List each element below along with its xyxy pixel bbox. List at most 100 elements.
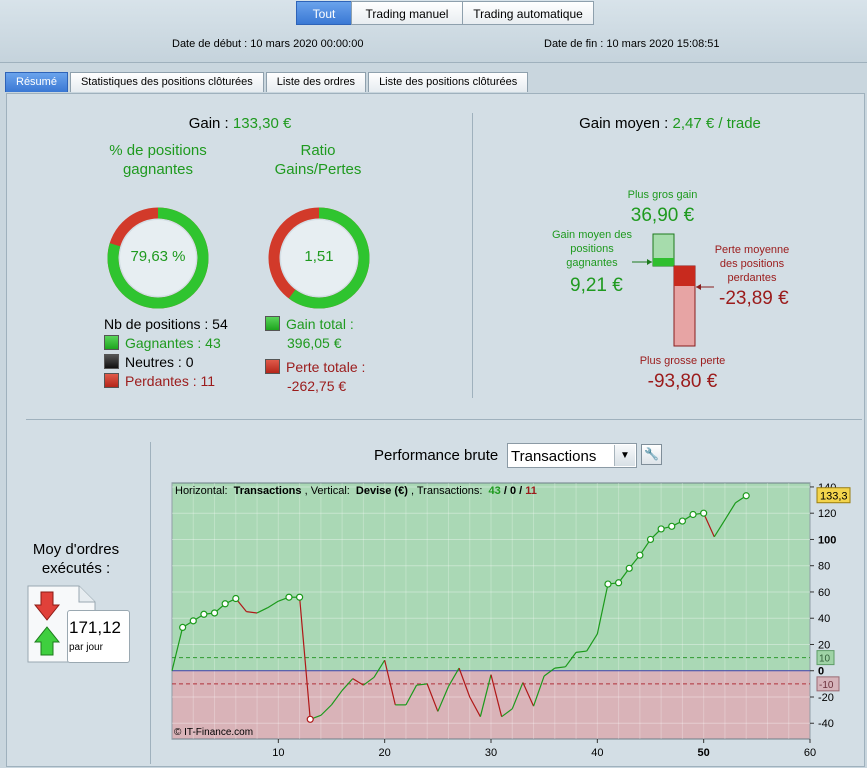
pct-winners-donut bbox=[107, 207, 209, 309]
gain-label: Gain : bbox=[188, 115, 229, 132]
max-loss-value: -93,80 € bbox=[647, 371, 718, 392]
chart-line-segment bbox=[384, 660, 396, 706]
chart-point bbox=[604, 580, 612, 588]
chart-point bbox=[625, 564, 633, 572]
chart-line-segment bbox=[373, 659, 386, 678]
losers-count: Perdantes : 11 bbox=[125, 373, 216, 389]
chart-point bbox=[742, 492, 750, 500]
total-loss-label: Perte totale : bbox=[286, 359, 366, 375]
chart-line-segment bbox=[479, 674, 492, 717]
chart-line-segment bbox=[458, 667, 471, 698]
avg-gain-value: 2,47 € / trade bbox=[672, 115, 761, 132]
tab-bar: Résumé Statistiques des positions clôtur… bbox=[5, 72, 530, 93]
chart-point bbox=[636, 551, 644, 559]
x-tick-label: 20 bbox=[379, 747, 391, 759]
chart-line-segment bbox=[596, 583, 609, 635]
chart-header-v-label: Vertical: bbox=[311, 485, 350, 497]
chart-header-loss-count: 11 bbox=[525, 485, 537, 497]
chart-line-segment bbox=[426, 683, 439, 712]
avg-loss-value: -23,89 € bbox=[719, 288, 789, 309]
x-tick-label: 50 bbox=[698, 747, 710, 759]
performance-title: Performance brute bbox=[374, 447, 499, 464]
pct-donut-center bbox=[120, 220, 196, 296]
x-tick-label: 10 bbox=[272, 747, 284, 759]
gain-header: Gain : 133,30 € bbox=[150, 115, 330, 132]
orders-title: Moy d'ordres exécutés : bbox=[20, 540, 132, 578]
avg-loss-label-line: des positions bbox=[719, 258, 785, 270]
chart-point bbox=[700, 509, 708, 517]
orders-value: 171,12 bbox=[69, 618, 121, 637]
end-date: Date de fin : 10 mars 2020 15:08:51 bbox=[544, 38, 720, 50]
transactions-select-value: Transactions bbox=[511, 448, 597, 465]
ratio-value: 1,51 bbox=[304, 248, 334, 265]
tab-closed-stats[interactable]: Statistiques des positions clôturées bbox=[69, 72, 264, 92]
wrench-icon[interactable]: 🔧 bbox=[641, 444, 662, 465]
y-tick-label: 40 bbox=[818, 613, 830, 625]
chart-line-segment bbox=[299, 597, 311, 720]
winners-row: Gagnantes : 43 bbox=[104, 334, 221, 353]
lower-ref-label: -10 bbox=[819, 680, 834, 691]
mode-manual-button[interactable]: Trading manuel bbox=[351, 1, 463, 25]
chart-line-segment bbox=[331, 690, 343, 706]
last-value-label: 133,3 bbox=[820, 491, 848, 503]
losers-row: Perdantes : 11 bbox=[104, 372, 215, 391]
chart-line-segment bbox=[447, 667, 460, 687]
start-date-value: 10 mars 2020 00:00:00 bbox=[250, 38, 364, 50]
tab-closed-list[interactable]: Liste des positions clôturées bbox=[368, 72, 529, 92]
gain-value: 133,30 € bbox=[232, 115, 292, 132]
chart-line-segment bbox=[490, 674, 503, 717]
chart-header-h-value: Transactions bbox=[234, 485, 302, 497]
chart-point bbox=[657, 525, 665, 533]
chart-line-segment bbox=[256, 607, 268, 614]
y-tick-label: 60 bbox=[818, 587, 830, 599]
tab-summary[interactable]: Résumé bbox=[5, 72, 68, 92]
neutral-row: Neutres : 0 bbox=[104, 353, 193, 372]
tab-orders[interactable]: Liste des ordres bbox=[265, 72, 367, 92]
start-date: Date de début : 10 mars 2020 00:00:00 bbox=[172, 38, 363, 50]
pct-winners-value: 79,63 % bbox=[130, 248, 186, 265]
upper-ref-badge bbox=[816, 650, 835, 666]
avg-win-label-line: gagnantes bbox=[566, 257, 618, 269]
ratio-donut-gain-arc bbox=[268, 207, 370, 309]
chart-header-h-label: Horizontal: bbox=[175, 485, 228, 497]
chart-line-segment bbox=[522, 682, 535, 707]
chevron-down-icon[interactable]: ▼ bbox=[614, 445, 635, 466]
mode-automatic-button[interactable]: Trading automatique bbox=[462, 1, 594, 25]
transactions-select[interactable]: Transactions ▼ bbox=[507, 443, 637, 468]
top-toolbar: Tout Trading manuel Trading automatique … bbox=[0, 0, 867, 63]
max-gain-label: Plus gros gain bbox=[627, 189, 698, 201]
chart-point bbox=[179, 623, 187, 632]
chart-line-segment bbox=[543, 667, 556, 677]
y-tick-label: -20 bbox=[818, 692, 834, 704]
total-gain-value: 396,05 € bbox=[287, 335, 342, 351]
performance-chart: 140120100806040200-20-40102030405060133,… bbox=[171, 482, 851, 759]
total-loss-value: -262,75 € bbox=[287, 378, 347, 394]
chart-point bbox=[689, 510, 697, 519]
mode-all-button[interactable]: Tout bbox=[296, 1, 352, 25]
upper-ref-label: 10 bbox=[819, 654, 831, 665]
total-loss-row: Perte totale : bbox=[265, 358, 365, 377]
chart-point bbox=[189, 617, 197, 625]
chart-point bbox=[668, 522, 676, 530]
orders-value-box: 171,12 par jour bbox=[67, 610, 130, 663]
green-square-icon bbox=[265, 316, 280, 331]
chart-watermark: © IT-Finance.com bbox=[174, 727, 253, 738]
end-date-label: Date de fin : bbox=[544, 38, 604, 50]
arrow-left-icon bbox=[696, 284, 701, 290]
chart-line-segment bbox=[564, 651, 577, 668]
ratio-title: Ratio Gains/Pertes bbox=[274, 142, 362, 178]
avg-win-label-line: Gain moyen des bbox=[551, 229, 633, 241]
chart-line-segment bbox=[246, 611, 258, 614]
x-tick-label: 60 bbox=[804, 747, 816, 759]
arrow-down-red-icon bbox=[34, 591, 60, 621]
y-tick-label: 0 bbox=[818, 666, 824, 678]
chart-line-segment bbox=[341, 678, 354, 691]
avg-loss-label-line: perdantes bbox=[727, 272, 777, 284]
last-value-badge bbox=[816, 487, 851, 504]
y-tick-label: 80 bbox=[818, 561, 830, 573]
chart-line-segment bbox=[363, 676, 375, 686]
chart-line-segment bbox=[267, 600, 279, 609]
orders-title-line: Moy d'ordres bbox=[32, 541, 120, 558]
chart-line-segment bbox=[586, 633, 598, 652]
avg-win-value: 9,21 € bbox=[570, 275, 623, 296]
